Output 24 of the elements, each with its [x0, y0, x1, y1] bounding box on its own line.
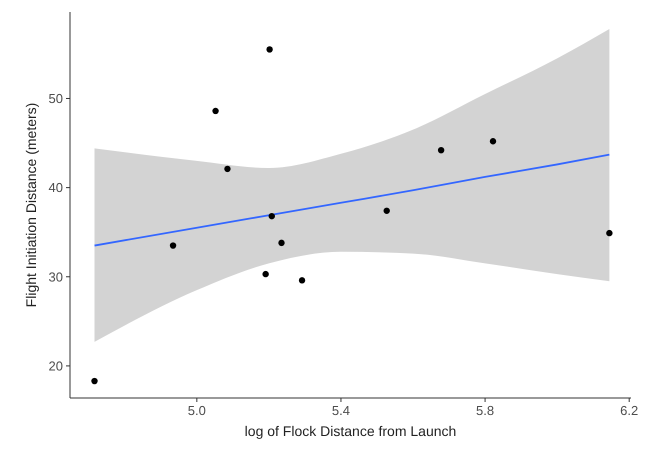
point [490, 138, 496, 144]
x-tick-label: 5.0 [188, 403, 206, 418]
point [170, 242, 176, 249]
y-tick-label: 50 [48, 90, 63, 106]
y-axis-title: Flight Initiation Distance (meters) [23, 102, 39, 308]
x-tick-label: 5.8 [476, 403, 494, 418]
line-series [94, 154, 610, 246]
point [212, 108, 219, 114]
point [298, 277, 306, 284]
point [606, 230, 613, 236]
x-axis-title: log of Flock Distance from Launch [244, 423, 456, 439]
point [438, 146, 444, 154]
point [278, 240, 285, 246]
x-tick-label: 6.2 [620, 403, 638, 418]
y-tick-label: 30 [48, 269, 63, 284]
point [91, 378, 98, 384]
point [224, 166, 231, 172]
y-tick-label: 20 [48, 358, 63, 374]
point [262, 270, 269, 278]
y-tick-label: 40 [48, 180, 63, 196]
point [266, 46, 273, 53]
point [268, 212, 275, 220]
x-tick-label: 5.4 [332, 403, 350, 418]
point [384, 208, 390, 214]
